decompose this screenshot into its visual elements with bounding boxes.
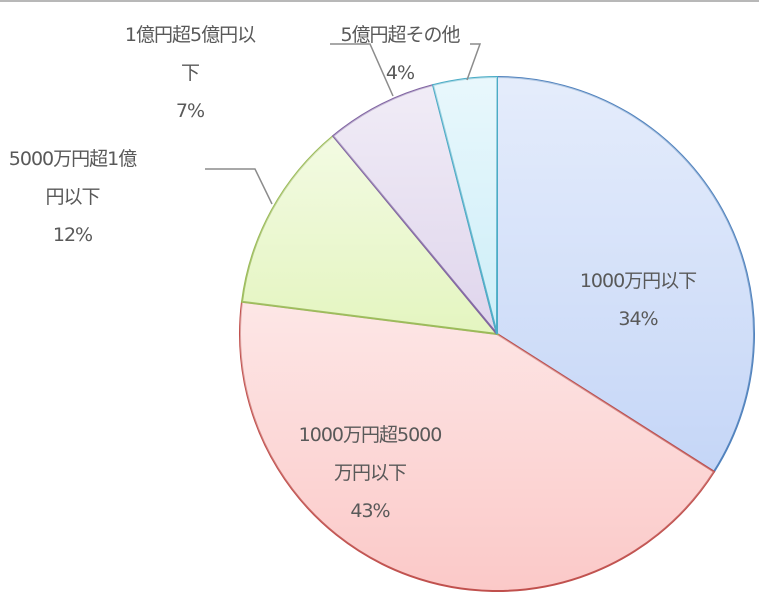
slice-percent: 4% [385, 62, 415, 84]
slice-label: 1億円超5億円以 [124, 24, 256, 46]
label-slice-3: 1億円超5億円以 下 7% [95, 16, 285, 130]
pie-slice-shading [240, 301, 714, 591]
slice-label: 円以下 [45, 186, 100, 208]
slice-label: 下 [180, 62, 200, 84]
label-slice-0: 1000万円以下 34% [548, 262, 728, 338]
slice-label: 5000万円超1億 [8, 148, 137, 170]
slice-label: 万円以下 [333, 462, 407, 484]
label-slice-4: 5億円超その他 4% [325, 16, 475, 92]
pie-slice-shading [497, 77, 754, 472]
slice-label: 1000万円以下 [579, 270, 697, 292]
leader-line [466, 43, 482, 81]
slice-percent: 7% [175, 100, 205, 122]
leader-line [330, 43, 394, 97]
label-slice-1: 1000万円超5000 万円以下 43% [260, 416, 480, 530]
slice-percent: 34% [618, 308, 658, 330]
pie-slice-shading [333, 85, 497, 334]
leader-line [205, 168, 273, 205]
pie-slice-shading [433, 77, 497, 334]
pie-slice-shading [242, 135, 497, 334]
slice-percent: 12% [52, 224, 93, 246]
label-slice-2: 5000万円超1億 円以下 12% [0, 140, 145, 254]
slice-percent: 43% [350, 500, 390, 522]
slice-label: 1000万円超5000 [298, 424, 443, 446]
slice-label: 5億円超その他 [340, 24, 460, 46]
